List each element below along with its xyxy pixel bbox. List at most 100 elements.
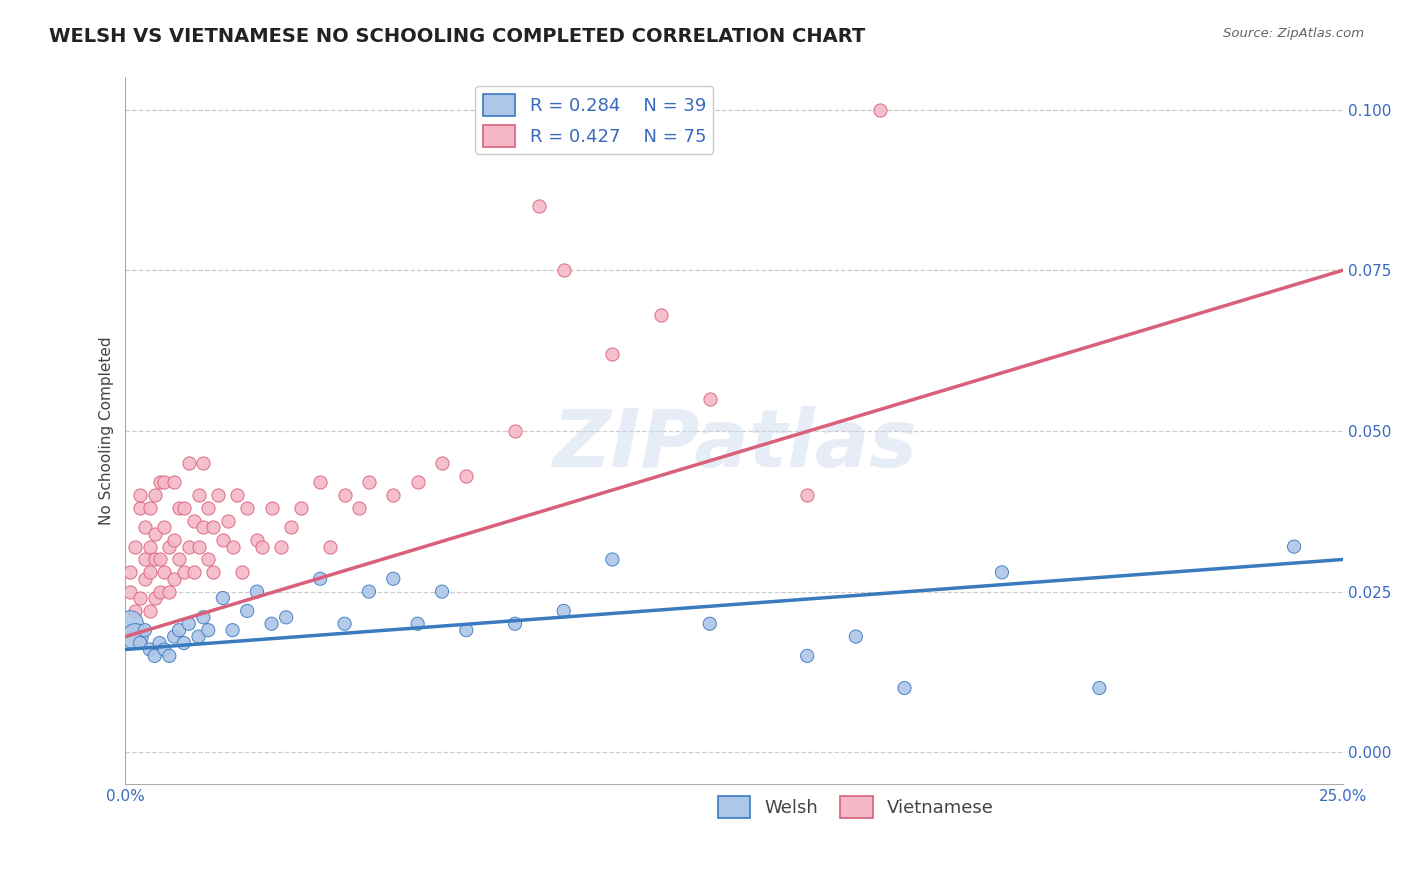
- Point: [163, 475, 186, 490]
- Point: [226, 488, 249, 502]
- Point: [260, 501, 283, 516]
- Point: [167, 501, 190, 516]
- Point: [1282, 540, 1305, 554]
- Point: [406, 475, 429, 490]
- Point: [529, 199, 551, 213]
- Text: WELSH VS VIETNAMESE NO SCHOOLING COMPLETED CORRELATION CHART: WELSH VS VIETNAMESE NO SCHOOLING COMPLET…: [49, 27, 866, 45]
- Point: [157, 540, 180, 554]
- Point: [193, 456, 215, 470]
- Point: [207, 488, 229, 502]
- Point: [333, 616, 356, 631]
- Legend: Welsh, Vietnamese: Welsh, Vietnamese: [710, 789, 1001, 825]
- Point: [129, 636, 152, 650]
- Point: [430, 584, 453, 599]
- Point: [197, 501, 219, 516]
- Point: [143, 488, 166, 502]
- Point: [134, 623, 156, 637]
- Point: [177, 540, 200, 554]
- Point: [869, 103, 891, 117]
- Point: [157, 584, 180, 599]
- Point: [134, 552, 156, 566]
- Point: [845, 630, 868, 644]
- Point: [163, 630, 186, 644]
- Point: [139, 540, 162, 554]
- Point: [120, 616, 142, 631]
- Point: [893, 681, 915, 695]
- Point: [143, 526, 166, 541]
- Point: [139, 501, 162, 516]
- Point: [357, 475, 380, 490]
- Point: [143, 552, 166, 566]
- Point: [143, 591, 166, 605]
- Point: [183, 514, 205, 528]
- Point: [382, 488, 405, 502]
- Point: [173, 501, 195, 516]
- Point: [202, 520, 225, 534]
- Point: [187, 630, 209, 644]
- Point: [456, 623, 478, 637]
- Point: [134, 520, 156, 534]
- Point: [212, 533, 235, 548]
- Point: [197, 552, 219, 566]
- Point: [333, 488, 356, 502]
- Point: [153, 475, 176, 490]
- Point: [173, 636, 195, 650]
- Point: [187, 488, 209, 502]
- Point: [382, 572, 405, 586]
- Point: [177, 456, 200, 470]
- Point: [319, 540, 342, 554]
- Point: [246, 533, 269, 548]
- Point: [699, 616, 721, 631]
- Point: [183, 566, 205, 580]
- Point: [120, 584, 142, 599]
- Text: ZIPatlas: ZIPatlas: [551, 406, 917, 484]
- Point: [260, 616, 283, 631]
- Point: [148, 552, 170, 566]
- Point: [202, 566, 225, 580]
- Point: [347, 501, 370, 516]
- Point: [602, 347, 624, 361]
- Point: [173, 566, 195, 580]
- Point: [796, 648, 818, 663]
- Point: [139, 566, 162, 580]
- Point: [406, 616, 429, 631]
- Point: [503, 424, 526, 438]
- Point: [153, 642, 176, 657]
- Point: [139, 604, 162, 618]
- Point: [221, 623, 243, 637]
- Text: Source: ZipAtlas.com: Source: ZipAtlas.com: [1223, 27, 1364, 40]
- Point: [236, 501, 259, 516]
- Point: [212, 591, 235, 605]
- Point: [148, 475, 170, 490]
- Y-axis label: No Schooling Completed: No Schooling Completed: [100, 336, 114, 525]
- Point: [246, 584, 269, 599]
- Point: [153, 566, 176, 580]
- Point: [280, 520, 302, 534]
- Point: [250, 540, 273, 554]
- Point: [236, 604, 259, 618]
- Point: [124, 604, 146, 618]
- Point: [231, 566, 253, 580]
- Point: [991, 566, 1014, 580]
- Point: [309, 572, 332, 586]
- Point: [193, 520, 215, 534]
- Point: [357, 584, 380, 599]
- Point: [553, 263, 575, 277]
- Point: [177, 616, 200, 631]
- Point: [290, 501, 312, 516]
- Point: [309, 475, 332, 490]
- Point: [167, 623, 190, 637]
- Point: [1088, 681, 1111, 695]
- Point: [134, 572, 156, 586]
- Point: [650, 308, 672, 322]
- Point: [148, 584, 170, 599]
- Point: [602, 552, 624, 566]
- Point: [148, 636, 170, 650]
- Point: [129, 488, 152, 502]
- Point: [430, 456, 453, 470]
- Point: [221, 540, 243, 554]
- Point: [129, 501, 152, 516]
- Point: [124, 630, 146, 644]
- Point: [153, 520, 176, 534]
- Point: [124, 540, 146, 554]
